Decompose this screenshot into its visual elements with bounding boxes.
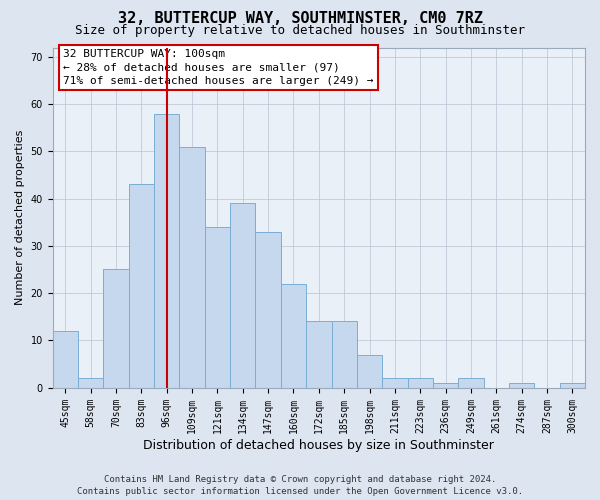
Bar <box>306 322 332 388</box>
Bar <box>407 378 433 388</box>
Text: 32, BUTTERCUP WAY, SOUTHMINSTER, CM0 7RZ: 32, BUTTERCUP WAY, SOUTHMINSTER, CM0 7RZ <box>118 11 482 26</box>
Bar <box>129 184 154 388</box>
Text: Size of property relative to detached houses in Southminster: Size of property relative to detached ho… <box>75 24 525 37</box>
Bar <box>78 378 103 388</box>
Bar <box>179 146 205 388</box>
Bar <box>560 383 585 388</box>
Bar <box>382 378 407 388</box>
Bar <box>357 354 382 388</box>
Bar <box>205 227 230 388</box>
Bar <box>458 378 484 388</box>
Bar <box>230 204 256 388</box>
Bar <box>53 331 78 388</box>
Bar <box>509 383 535 388</box>
Bar <box>281 284 306 388</box>
Text: 32 BUTTERCUP WAY: 100sqm
← 28% of detached houses are smaller (97)
71% of semi-d: 32 BUTTERCUP WAY: 100sqm ← 28% of detach… <box>63 49 374 86</box>
Bar <box>332 322 357 388</box>
Bar <box>256 232 281 388</box>
Bar <box>154 114 179 388</box>
Bar <box>433 383 458 388</box>
Y-axis label: Number of detached properties: Number of detached properties <box>15 130 25 305</box>
Bar <box>103 270 129 388</box>
Text: Contains HM Land Registry data © Crown copyright and database right 2024.
Contai: Contains HM Land Registry data © Crown c… <box>77 474 523 496</box>
X-axis label: Distribution of detached houses by size in Southminster: Distribution of detached houses by size … <box>143 440 494 452</box>
